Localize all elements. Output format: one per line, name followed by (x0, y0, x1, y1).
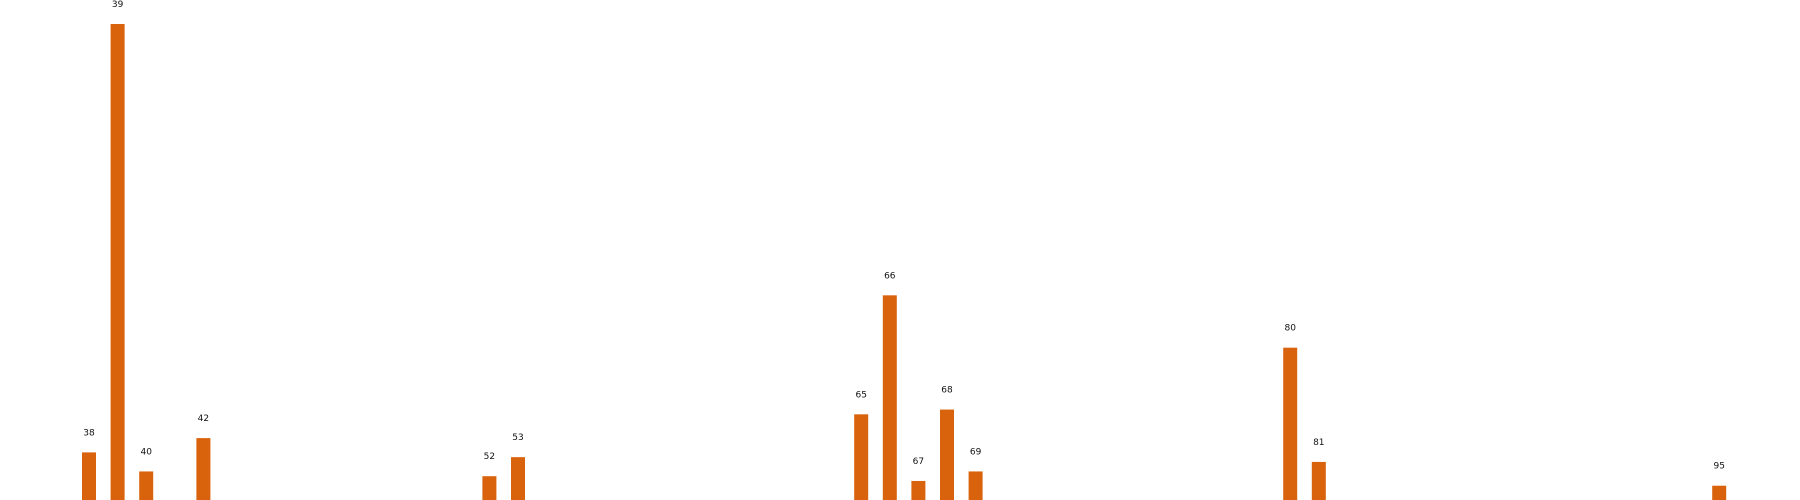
bar-52 (482, 476, 497, 500)
bar-label-53: 53 (512, 433, 523, 443)
bar-67 (911, 480, 926, 500)
bar-label-52: 52 (484, 452, 495, 462)
bar-label-65: 65 (855, 390, 866, 400)
bar-labels-group: 38 39 40 42 52 53 65 66 67 68 69 80 81 95 (83, 0, 1725, 472)
bar-label-95: 95 (1713, 462, 1724, 472)
bar-39 (110, 24, 125, 500)
bar-label-67: 67 (913, 457, 924, 467)
bar-label-80: 80 (1284, 324, 1296, 334)
bar-95 (1712, 485, 1727, 500)
bar-66 (882, 295, 897, 500)
bars-group (82, 24, 1727, 500)
bar-38 (82, 452, 96, 500)
bar-label-81: 81 (1313, 438, 1324, 448)
bar-label-42: 42 (198, 414, 209, 424)
bar-80 (1283, 347, 1298, 500)
bar-81 (1311, 461, 1326, 500)
bar-label-68: 68 (941, 386, 953, 396)
bar-label-38: 38 (83, 428, 95, 438)
bar-65 (854, 414, 869, 500)
bar-69 (968, 471, 983, 500)
bar-42 (196, 438, 211, 500)
bar-68 (940, 409, 954, 500)
bar-label-39: 39 (112, 0, 124, 10)
bar-40 (139, 471, 154, 500)
bar-53 (511, 457, 525, 500)
bar-label-66: 66 (884, 271, 896, 281)
bar-label-69: 69 (970, 447, 982, 457)
bar-label-40: 40 (140, 447, 152, 457)
